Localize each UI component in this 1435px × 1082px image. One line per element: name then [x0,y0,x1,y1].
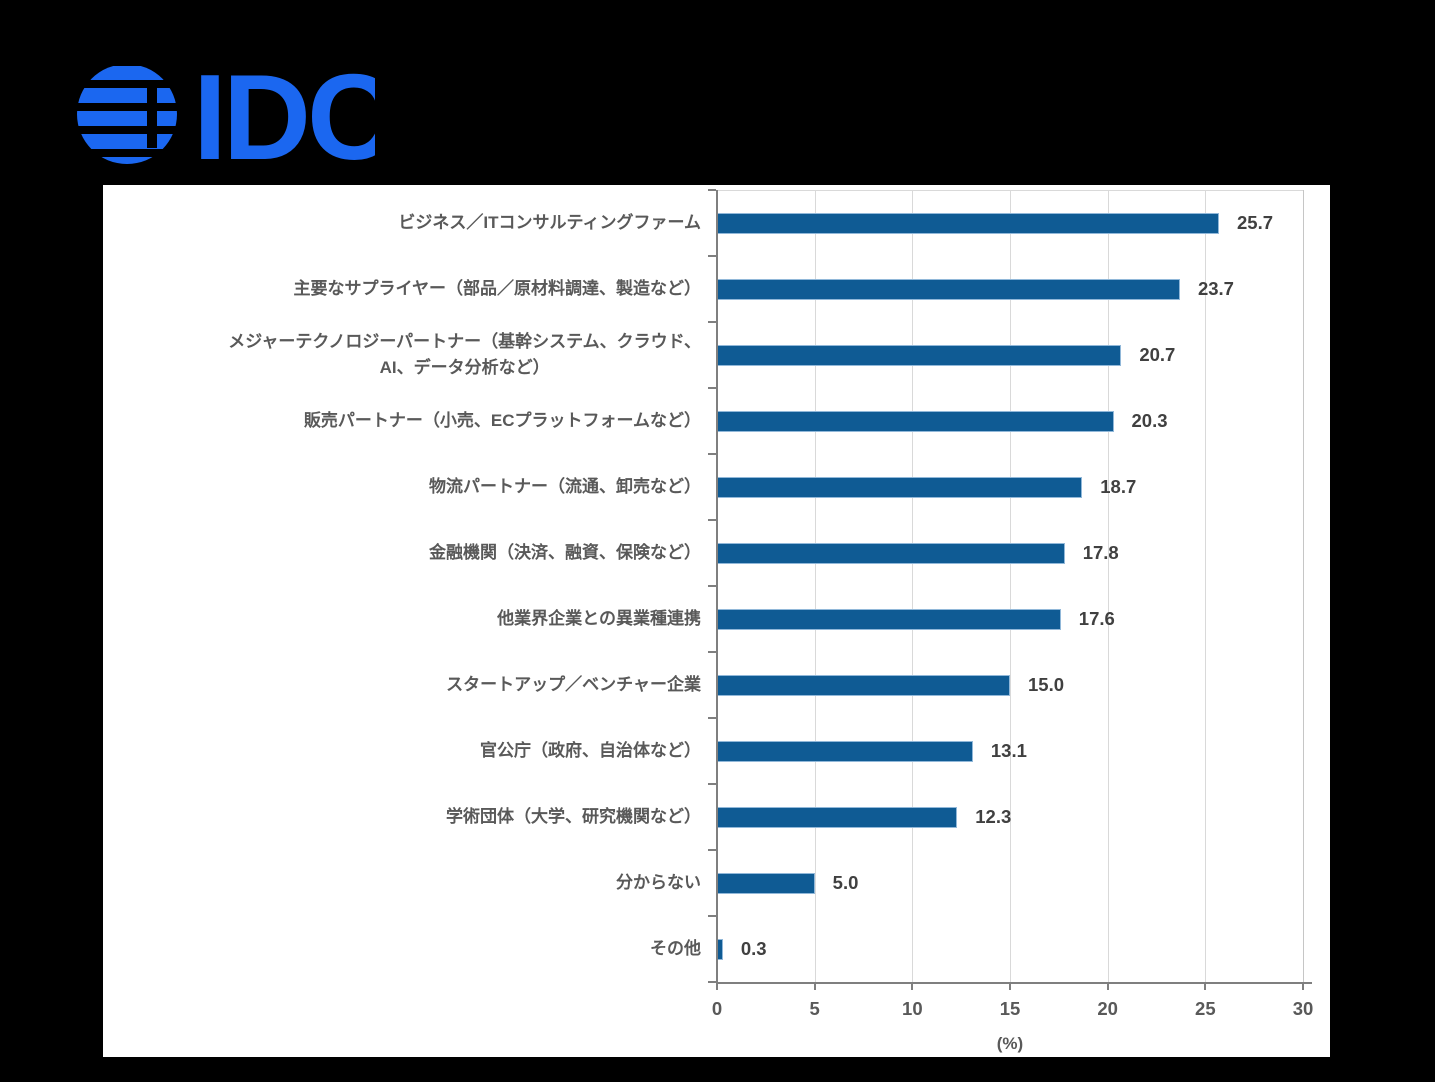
x-axis-tick [813,982,816,990]
category-label: メジャーテクノロジーパートナー（基幹システム、クラウド、 AI、データ分析など） [103,322,701,388]
x-axis-tick [716,982,718,990]
gridline [1107,190,1109,982]
x-tick-label: 10 [902,998,923,1019]
value-label: 0.3 [740,938,767,959]
y-axis-tick [708,255,716,257]
category-label: 学術団体（大学、研究機関など） [103,784,701,850]
bar [717,872,815,894]
value-label: 23.7 [1197,278,1234,299]
category-label-text: 学術団体（大学、研究機関など） [446,806,701,826]
y-axis-tick [708,717,716,719]
gridline [912,190,914,982]
category-label: 販売パートナー（小売、ECプラットフォームなど） [103,388,701,454]
value-label: 18.7 [1100,476,1137,497]
bar [717,212,1219,234]
y-axis-tick [708,519,716,521]
y-axis [716,190,718,982]
value-label: 5.0 [832,872,859,893]
value-label: 17.8 [1082,542,1119,563]
value-label: 25.7 [1237,212,1274,233]
category-label-text: 他業界企業との異業種連携 [497,608,701,628]
value-label: 13.1 [990,740,1027,761]
x-axis-unit-label: (%) [996,1034,1024,1053]
globe-icon [77,66,177,164]
category-label-text: 主要なサプライヤー（部品／原材料調達、製造など） [293,278,702,298]
idc-logo-text: IDC [193,58,375,170]
bar [717,476,1083,498]
category-label-text: その他 [650,938,701,958]
bar [717,542,1065,564]
category-label-text: スタートアップ／ベンチャー企業 [446,674,701,694]
category-label: 金融機関（決済、融資、保険など） [103,520,701,586]
y-axis-tick [708,915,716,917]
bar [717,608,1061,630]
value-label: 15.0 [1028,674,1065,695]
y-axis-tick [708,387,716,389]
category-label-text: ビジネス／ITコンサルティングファーム [398,212,701,232]
bar [717,806,958,828]
gridline [814,190,816,982]
x-tick-label: 15 [999,998,1021,1019]
category-label: 分からない [103,850,701,916]
x-axis [716,982,1312,984]
chart-panel: ビジネス／ITコンサルティングファーム 25.7 主要なサプライヤー（部品／原材料調… [103,185,1330,1057]
x-axis-tick [1204,982,1207,990]
category-label: 官公庁（政府、自治体など） [103,718,701,784]
x-axis-tick [911,982,914,990]
y-axis-tick [708,453,716,455]
gridline [1205,190,1207,982]
value-label: 20.7 [1139,344,1176,365]
value-label: 20.3 [1131,410,1168,431]
category-label: スタートアップ／ベンチャー企業 [103,652,701,718]
idc-logo: IDC [77,58,375,170]
bar [717,740,973,762]
category-label-text: 金融機関（決済、融資、保険など） [429,542,701,562]
y-axis-tick [708,189,716,191]
category-label-text: 物流パートナー（流通、卸売など） [429,476,701,496]
category-label: 他業界企業との異業種連携 [103,586,701,652]
x-axis-tick [1009,982,1011,990]
category-label: 主要なサプライヤー（部品／原材料調達、製造など） [103,256,702,322]
category-label-text: 分からない [616,872,701,892]
x-tick-label: 5 [809,998,820,1019]
category-label-text: メジャーテクノロジーパートナー（基幹システム、クラウド、 AI、データ分析など） [228,331,701,377]
x-tick-label: 20 [1097,998,1118,1019]
x-axis-tick [1106,982,1109,990]
plot-border-right [1303,190,1304,982]
y-axis-tick [708,783,716,785]
x-tick-label: 0 [711,998,723,1019]
y-axis-tick [708,651,716,653]
x-axis-tick [1302,982,1304,990]
bar [717,344,1122,366]
y-axis-tick [708,849,716,851]
value-label: 12.3 [975,806,1012,827]
category-label-text: 官公庁（政府、自治体など） [480,740,701,760]
y-axis-tick [708,585,716,587]
bar [717,674,1010,696]
x-tick-label: 30 [1292,998,1314,1019]
bar [717,278,1180,300]
category-label-text: 販売パートナー（小売、ECプラットフォームなど） [303,410,701,430]
category-label: その他 [103,916,701,982]
gridline [1010,190,1011,982]
value-label: 17.6 [1078,608,1115,629]
category-label: 物流パートナー（流通、卸売など） [103,454,701,520]
x-tick-label: 25 [1195,998,1216,1019]
bar [717,410,1114,432]
y-axis-tick [708,321,716,323]
y-axis-tick [708,981,716,983]
category-label: ビジネス／ITコンサルティングファーム [103,190,701,256]
